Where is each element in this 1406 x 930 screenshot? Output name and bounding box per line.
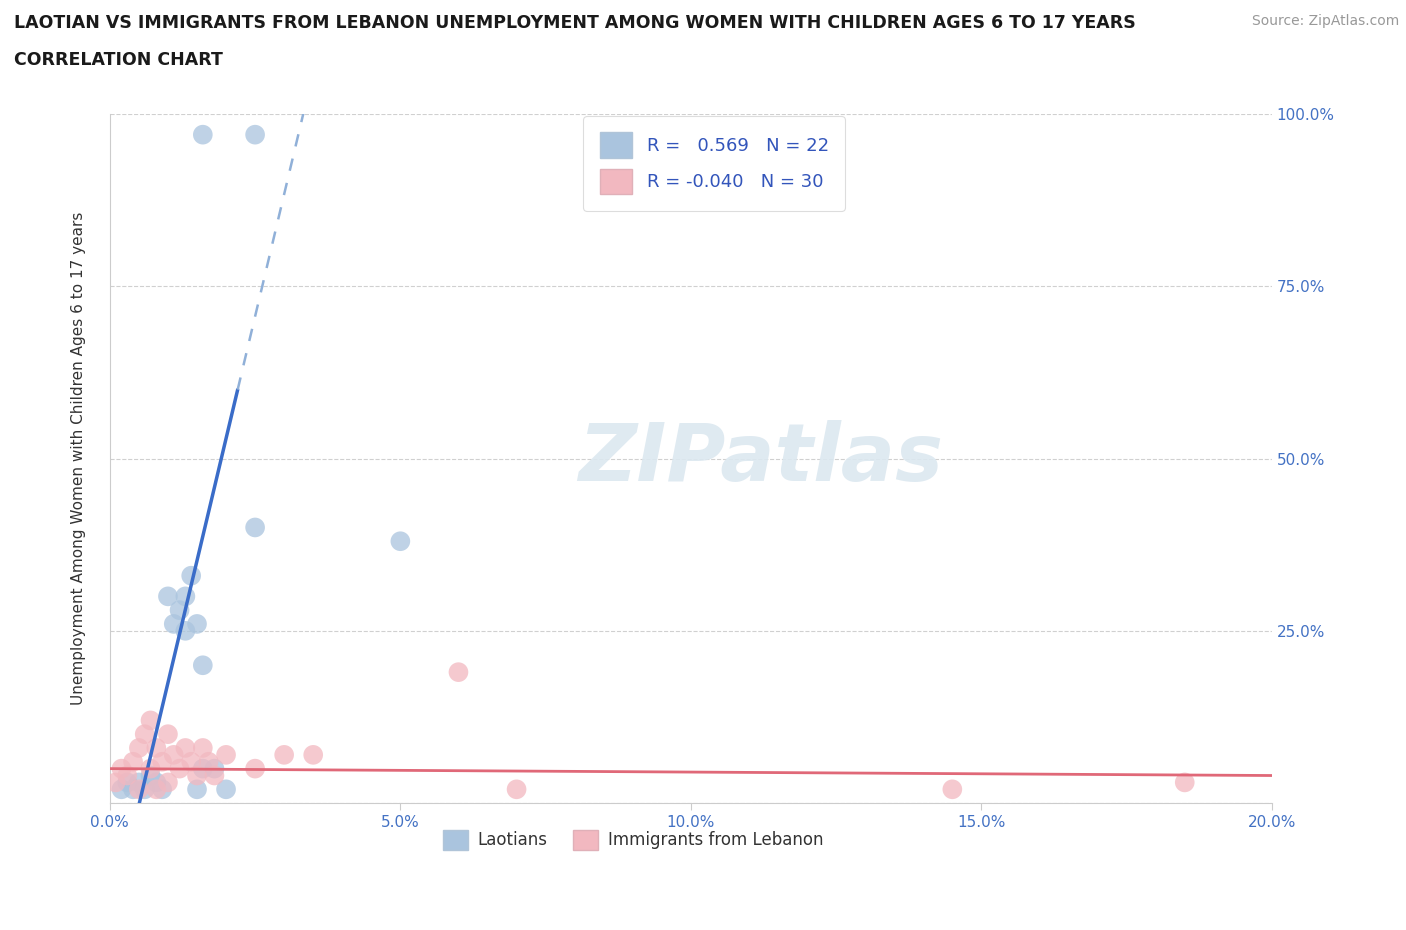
Point (273, 748, 295, 763)
Point (186, 768, 208, 783)
Point (134, 782, 156, 797)
Point (243, 127, 266, 142)
Point (156, 775, 179, 790)
Point (180, 568, 202, 583)
Y-axis label: Unemployment Among Women with Children Ages 6 to 17 years: Unemployment Among Women with Children A… (72, 212, 86, 705)
Legend: Laotians, Immigrants from Lebanon: Laotians, Immigrants from Lebanon (436, 823, 830, 857)
Point (197, 754, 219, 769)
Point (104, 775, 127, 790)
Point (117, 768, 139, 783)
Text: Source: ZipAtlas.com: Source: ZipAtlas.com (1251, 14, 1399, 28)
Point (941, 782, 963, 797)
Point (117, 775, 139, 790)
Point (139, 761, 162, 776)
Text: LAOTIAN VS IMMIGRANTS FROM LEBANON UNEMPLOYMENT AMONG WOMEN WITH CHILDREN AGES 6: LAOTIAN VS IMMIGRANTS FROM LEBANON UNEMP… (14, 14, 1136, 32)
Point (163, 617, 186, 631)
Point (505, 782, 527, 797)
Point (122, 782, 145, 797)
Point (139, 713, 162, 728)
Point (174, 623, 197, 638)
Point (243, 520, 266, 535)
Point (215, 748, 238, 763)
Point (302, 748, 325, 763)
Point (156, 589, 179, 604)
Point (191, 127, 214, 142)
Point (1174, 775, 1197, 790)
Point (180, 754, 202, 769)
Point (128, 775, 150, 790)
Point (150, 782, 173, 797)
Point (110, 782, 132, 797)
Text: CORRELATION CHART: CORRELATION CHART (14, 51, 224, 69)
Point (134, 726, 156, 741)
Point (145, 775, 167, 790)
Point (186, 617, 208, 631)
Point (128, 740, 150, 755)
Point (169, 603, 191, 618)
Point (191, 658, 214, 672)
Point (204, 768, 226, 783)
Point (163, 748, 186, 763)
Point (145, 782, 167, 797)
Text: ZIPatlas: ZIPatlas (578, 419, 943, 498)
Point (150, 754, 173, 769)
Point (204, 761, 226, 776)
Point (243, 761, 266, 776)
Point (174, 589, 197, 604)
Point (156, 726, 179, 741)
Point (389, 534, 412, 549)
Point (186, 782, 208, 797)
Point (191, 761, 214, 776)
Point (128, 782, 150, 797)
Point (215, 782, 238, 797)
Point (169, 761, 191, 776)
Point (191, 740, 214, 755)
Point (139, 768, 162, 783)
Point (110, 761, 132, 776)
Point (145, 740, 167, 755)
Point (122, 754, 145, 769)
Point (447, 665, 470, 680)
Point (174, 740, 197, 755)
